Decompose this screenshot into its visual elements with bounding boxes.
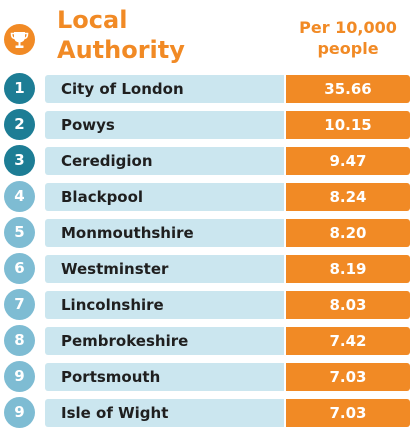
value-label: 8.20 <box>329 224 367 242</box>
rank-badge: 3 <box>4 145 35 176</box>
table-row: 3 Ceredigion 9.47 <box>0 145 414 176</box>
header-title-line1: Local <box>57 6 128 34</box>
local-authority-name: Blackpool <box>61 188 144 206</box>
value-label: 8.03 <box>329 296 367 314</box>
name-bar: Blackpool <box>45 183 284 211</box>
value-label: 7.03 <box>329 404 367 422</box>
table-row: 2 Powys 10.15 <box>0 109 414 140</box>
value-bar: 7.03 <box>286 399 410 427</box>
value-label: 8.19 <box>329 260 367 278</box>
value-bar: 7.03 <box>286 363 410 391</box>
local-authority-name: Ceredigion <box>61 152 153 170</box>
rank-badge: 7 <box>4 289 35 320</box>
value-label: 9.47 <box>329 152 367 170</box>
table-row: 9 Portsmouth 7.03 <box>0 361 414 392</box>
local-authority-name: Portsmouth <box>61 368 161 386</box>
value-label: 10.15 <box>324 116 372 134</box>
table-row: 8 Pembrokeshire 7.42 <box>0 325 414 356</box>
table-row: 6 Westminster 8.19 <box>0 253 414 284</box>
rank-badge: 1 <box>4 73 35 104</box>
value-bar: 7.42 <box>286 327 410 355</box>
value-bar: 35.66 <box>286 75 410 103</box>
value-bar: 8.19 <box>286 255 410 283</box>
name-bar: Pembrokeshire <box>45 327 284 355</box>
local-authority-name: Powys <box>61 116 115 134</box>
name-bar: Portsmouth <box>45 363 284 391</box>
rank-badge: 9 <box>4 361 35 392</box>
value-label: 7.42 <box>329 332 367 350</box>
local-authority-name: Lincolnshire <box>61 296 164 314</box>
value-label: 35.66 <box>324 80 372 98</box>
value-bar: 9.47 <box>286 147 410 175</box>
name-bar: Ceredigion <box>45 147 284 175</box>
rank-badge: 4 <box>4 181 35 212</box>
name-bar: Lincolnshire <box>45 291 284 319</box>
name-bar: Monmouthshire <box>45 219 284 247</box>
value-bar: 10.15 <box>286 111 410 139</box>
local-authority-name: Pembrokeshire <box>61 332 189 350</box>
value-bar: 8.20 <box>286 219 410 247</box>
rank-badge: 6 <box>4 253 35 284</box>
value-bar: 8.24 <box>286 183 410 211</box>
table-row: 5 Monmouthshire 8.20 <box>0 217 414 248</box>
rank-badge: 8 <box>4 325 35 356</box>
header-value-line2: people <box>317 39 379 58</box>
rank-badge: 2 <box>4 109 35 140</box>
rank-badge: 5 <box>4 217 35 248</box>
local-authority-name: Isle of Wight <box>61 404 169 422</box>
local-authority-name: Westminster <box>61 260 169 278</box>
value-label: 8.24 <box>329 188 367 206</box>
column-header-per-10000: Per 10,000 people <box>286 17 410 59</box>
local-authority-name: Monmouthshire <box>61 224 194 242</box>
column-header-local-authority: Local Authority <box>57 5 257 65</box>
name-bar: Powys <box>45 111 284 139</box>
value-bar: 8.03 <box>286 291 410 319</box>
header-title-line2: Authority <box>57 36 185 64</box>
trophy-badge <box>4 24 35 55</box>
name-bar: City of London <box>45 75 284 103</box>
rank-badge: 9 <box>4 397 35 428</box>
name-bar: Westminster <box>45 255 284 283</box>
table-row: 4 Blackpool 8.24 <box>0 181 414 212</box>
local-authority-name: City of London <box>61 80 184 98</box>
table-row: 7 Lincolnshire 8.03 <box>0 289 414 320</box>
table-row: 9 Isle of Wight 7.03 <box>0 397 414 428</box>
name-bar: Isle of Wight <box>45 399 284 427</box>
trophy-icon <box>10 32 29 48</box>
table-row: 1 City of London 35.66 <box>0 73 414 104</box>
header-value-line1: Per 10,000 <box>299 18 397 37</box>
value-label: 7.03 <box>329 368 367 386</box>
